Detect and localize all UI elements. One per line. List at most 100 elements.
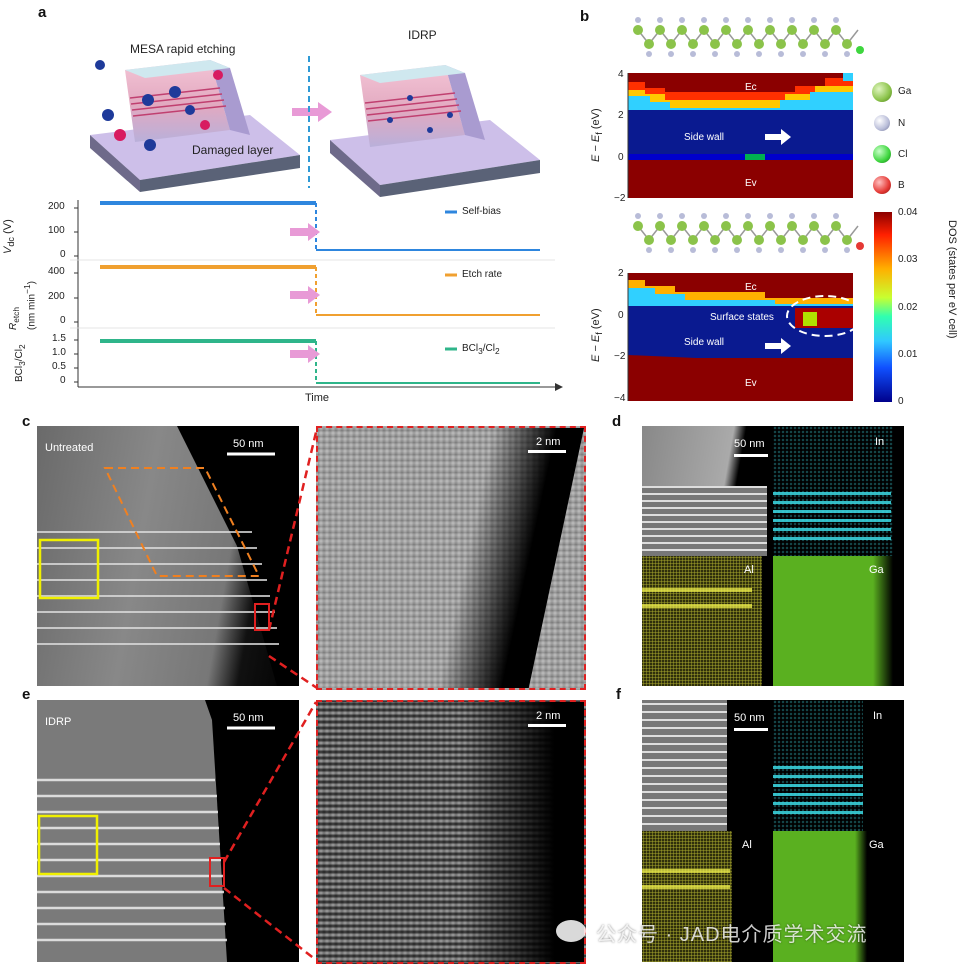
top-tick-m2: −2 xyxy=(614,193,626,204)
ga-map-d: Ga xyxy=(773,556,904,686)
ga-atom xyxy=(688,235,698,245)
scale-50nm-e: 50 nm xyxy=(233,712,264,724)
n-atom xyxy=(690,51,696,57)
b-legend-label: B xyxy=(898,180,905,191)
ga-atom xyxy=(776,39,786,49)
n-atom xyxy=(668,247,674,253)
zoom-connector-c xyxy=(267,427,319,690)
cbar-tick-0.02: 0.02 xyxy=(898,302,918,313)
ga-atom xyxy=(677,25,687,35)
damaged-layer-label: Damaged layer xyxy=(192,143,274,157)
arrow-icon-1 xyxy=(290,223,320,241)
ga-atom xyxy=(633,221,643,231)
n-atom xyxy=(800,51,806,57)
wechat-icon xyxy=(556,920,586,942)
ga-atom xyxy=(776,235,786,245)
ga-atom xyxy=(765,25,775,35)
ga-atom xyxy=(754,235,764,245)
n-atom xyxy=(745,17,751,23)
ga-atom xyxy=(644,235,654,245)
panel-e-label: e xyxy=(22,686,31,703)
mesa-block-right xyxy=(360,65,485,147)
n-atom xyxy=(635,213,641,219)
tick-retch-200: 200 xyxy=(48,291,65,302)
ga-atom xyxy=(677,221,687,231)
ga-atom xyxy=(809,221,819,231)
panel-a-schematic xyxy=(90,56,540,197)
stem-image-idrp: IDRP 50 nm xyxy=(37,700,299,962)
in-map-f: In xyxy=(773,700,904,831)
top-dos-map xyxy=(627,73,853,198)
ga-atom-icon xyxy=(872,82,892,102)
ga-atom xyxy=(721,25,731,35)
n-atom xyxy=(778,247,784,253)
legend-etchrate: Etch rate xyxy=(462,269,503,280)
n-atom xyxy=(723,213,729,219)
n-atom xyxy=(822,51,828,57)
ga-atom xyxy=(644,39,654,49)
top-ec-label: Ec xyxy=(745,82,757,93)
bot-tick-2: 2 xyxy=(618,268,624,279)
cl-legend-label: Cl xyxy=(898,149,908,160)
panel-f-label: f xyxy=(616,686,621,703)
retch-axis-label: Retch (nm min−1) xyxy=(8,281,38,330)
ga-atom xyxy=(787,221,797,231)
stem-zoom-untreated: 2 nm xyxy=(316,426,586,690)
side-wall-arrow-icon xyxy=(765,129,791,145)
n-atom xyxy=(679,213,685,219)
surface-states-label: Surface states xyxy=(710,312,774,323)
tick-ratio-1.0: 1.0 xyxy=(52,347,66,358)
b-atom-icon xyxy=(873,176,891,194)
process-arrow-icon xyxy=(292,102,332,122)
tick-vdc-0: 0 xyxy=(60,249,66,260)
n-atom xyxy=(635,17,641,23)
n-legend-label: N xyxy=(898,118,906,129)
n-atom xyxy=(668,51,674,57)
n-atom xyxy=(657,213,663,219)
tick-retch-0: 0 xyxy=(60,315,66,326)
ga-atom xyxy=(721,221,731,231)
cbar-tick-0.04: 0.04 xyxy=(898,207,918,218)
n-atom xyxy=(679,17,685,23)
top-tick-2: 2 xyxy=(618,110,624,121)
ga-atom xyxy=(699,25,709,35)
n-atom xyxy=(844,51,850,57)
n-atom xyxy=(789,213,795,219)
ga-atom xyxy=(688,39,698,49)
n-atom xyxy=(822,247,828,253)
panel-a-time-plot xyxy=(70,200,563,391)
n-atom xyxy=(646,51,652,57)
vdc-axis-label: Vdc (V) xyxy=(2,219,17,254)
n-atom xyxy=(712,247,718,253)
al-label-d: Al xyxy=(744,564,754,576)
ga-atom xyxy=(633,25,643,35)
cbar-tick-0: 0 xyxy=(898,396,904,407)
ga-label-f: Ga xyxy=(869,839,884,851)
ga-atom xyxy=(732,39,742,49)
top-ev-label: Ev xyxy=(745,178,757,189)
ga-atom xyxy=(798,39,808,49)
ga-legend-label: Ga xyxy=(898,86,912,97)
surface-states-highlight xyxy=(786,295,864,337)
stem-image-untreated: Untreated 50 nm xyxy=(37,426,299,686)
panel-d-label: d xyxy=(612,413,622,430)
ga-label-d: Ga xyxy=(869,564,884,576)
bot-tick-m4: −4 xyxy=(614,393,626,404)
n-atom xyxy=(833,213,839,219)
n-atom xyxy=(789,17,795,23)
tick-vdc-200: 200 xyxy=(48,201,65,212)
n-atom-icon xyxy=(874,115,890,131)
n-atom xyxy=(657,17,663,23)
panel-a-label: a xyxy=(38,4,47,21)
ga-atom xyxy=(754,39,764,49)
zoom-connector-e xyxy=(222,701,318,961)
bot-tick-0: 0 xyxy=(618,310,624,321)
cbar-tick-0.03: 0.03 xyxy=(898,254,918,265)
ga-atom xyxy=(655,25,665,35)
scale-2nm-c: 2 nm xyxy=(536,436,561,448)
arrow-icon-3 xyxy=(290,345,320,363)
ga-atom xyxy=(820,39,830,49)
al-label-f: Al xyxy=(742,839,752,851)
scale-2nm-e: 2 nm xyxy=(536,710,561,722)
n-atom xyxy=(701,17,707,23)
